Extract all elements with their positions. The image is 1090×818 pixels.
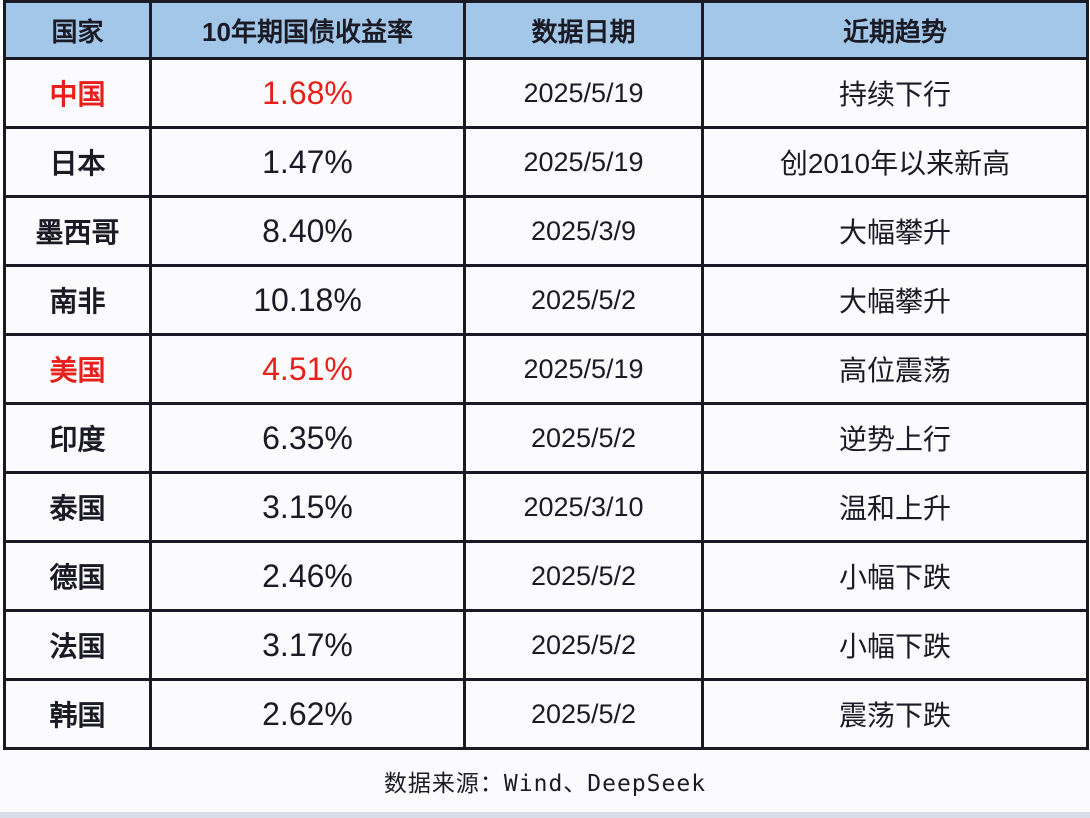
trend-cell: 大幅攀升 (701, 264, 1089, 336)
country-cell: 韩国 (3, 678, 152, 750)
source-note: 数据来源：Wind、DeepSeek (0, 750, 1090, 813)
table-row: 中国 1.68% 2025/5/19 持续下行 (3, 57, 1089, 129)
date-cell: 2025/5/19 (463, 57, 704, 129)
trend-cell: 逆势上行 (701, 402, 1089, 474)
table-row: 美国 4.51% 2025/5/19 高位震荡 (3, 333, 1089, 405)
trend-cell: 大幅攀升 (701, 195, 1089, 267)
bond-yield-table: 国家 10年期国债收益率 数据日期 近期趋势 中国 1.68% 2025/5/19 持… (3, 0, 1089, 750)
yield-cell: 3.15% (149, 471, 466, 543)
date-cell: 2025/5/19 (463, 333, 704, 405)
header-trend: 近期趋势 (701, 0, 1089, 60)
yield-cell: 1.47% (149, 126, 466, 198)
trend-cell: 创2010年以来新高 (701, 126, 1089, 198)
yield-cell: 6.35% (149, 402, 466, 474)
date-cell: 2025/5/2 (463, 402, 704, 474)
yield-cell: 2.46% (149, 540, 466, 612)
country-cell: 泰国 (3, 471, 152, 543)
trend-cell: 温和上升 (701, 471, 1089, 543)
yield-cell: 1.68% (149, 57, 466, 129)
date-cell: 2025/5/2 (463, 540, 704, 612)
trend-cell: 小幅下跌 (701, 609, 1089, 681)
country-cell: 中国 (3, 57, 152, 129)
country-cell: 印度 (3, 402, 152, 474)
date-cell: 2025/5/19 (463, 126, 704, 198)
trend-cell: 高位震荡 (701, 333, 1089, 405)
date-cell: 2025/5/2 (463, 609, 704, 681)
table-row: 印度 6.35% 2025/5/2 逆势上行 (3, 402, 1089, 474)
date-cell: 2025/5/2 (463, 264, 704, 336)
table-row: 法国 3.17% 2025/5/2 小幅下跌 (3, 609, 1089, 681)
country-cell: 墨西哥 (3, 195, 152, 267)
table-row: 泰国 3.15% 2025/3/10 温和上升 (3, 471, 1089, 543)
country-cell: 日本 (3, 126, 152, 198)
date-cell: 2025/3/10 (463, 471, 704, 543)
header-country: 国家 (3, 0, 152, 60)
trend-cell: 小幅下跌 (701, 540, 1089, 612)
country-cell: 南非 (3, 264, 152, 336)
country-cell: 法国 (3, 609, 152, 681)
table-row: 日本 1.47% 2025/5/19 创2010年以来新高 (3, 126, 1089, 198)
yield-cell: 10.18% (149, 264, 466, 336)
header-yield: 10年期国债收益率 (149, 0, 466, 60)
yield-cell: 4.51% (149, 333, 466, 405)
table-row: 南非 10.18% 2025/5/2 大幅攀升 (3, 264, 1089, 336)
yield-cell: 3.17% (149, 609, 466, 681)
table-row: 韩国 2.62% 2025/5/2 震荡下跌 (3, 678, 1089, 750)
header-row: 国家 10年期国债收益率 数据日期 近期趋势 (3, 0, 1089, 60)
table-row: 德国 2.46% 2025/5/2 小幅下跌 (3, 540, 1089, 612)
yield-cell: 8.40% (149, 195, 466, 267)
country-cell: 美国 (3, 333, 152, 405)
yield-cell: 2.62% (149, 678, 466, 750)
table-row: 墨西哥 8.40% 2025/3/9 大幅攀升 (3, 195, 1089, 267)
country-cell: 德国 (3, 540, 152, 612)
trend-cell: 震荡下跌 (701, 678, 1089, 750)
trend-cell: 持续下行 (701, 57, 1089, 129)
bottom-strip (0, 812, 1090, 818)
header-date: 数据日期 (463, 0, 704, 60)
date-cell: 2025/3/9 (463, 195, 704, 267)
date-cell: 2025/5/2 (463, 678, 704, 750)
